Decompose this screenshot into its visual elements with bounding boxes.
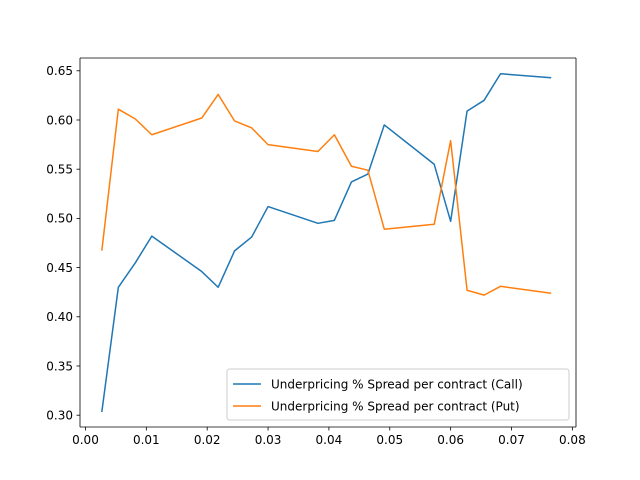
x-tick-label: 0.01 — [133, 433, 160, 447]
y-tick-label: 0.65 — [46, 64, 73, 78]
x-tick-label: 0.00 — [72, 433, 99, 447]
y-tick-label: 0.55 — [46, 162, 73, 176]
legend-label: Underpricing % Spread per contract (Call… — [271, 377, 523, 391]
y-tick-label: 0.60 — [46, 113, 73, 127]
legend-box — [226, 368, 570, 421]
x-tick-label: 0.03 — [255, 433, 282, 447]
x-tick-label: 0.05 — [376, 433, 403, 447]
plot-area — [80, 58, 576, 427]
y-tick-label: 0.50 — [46, 212, 73, 226]
legend: Underpricing % Spread per contract (Call… — [226, 368, 570, 421]
legend-label: Underpricing % Spread per contract (Put) — [271, 399, 520, 413]
plot-background — [80, 58, 576, 427]
series-lines — [101, 72, 552, 413]
y-tick-label: 0.40 — [46, 310, 73, 324]
y-tick-label: 0.45 — [46, 261, 73, 275]
x-tick-label: 0.06 — [437, 433, 464, 447]
x-tick-label: 0.04 — [316, 433, 343, 447]
y-tick-label: 0.35 — [46, 359, 73, 373]
series-line-call — [101, 72, 552, 413]
x-tick-label: 0.02 — [194, 433, 221, 447]
series-line-put — [101, 93, 552, 296]
x-tick-label: 0.08 — [559, 433, 586, 447]
y-tick-label: 0.30 — [46, 408, 73, 422]
x-tick-label: 0.07 — [498, 433, 525, 447]
axes: 0.00 0.01 0.02 0.03 0.04 0.05 0.06 0.07 0.08 0.30… — [46, 57, 586, 447]
